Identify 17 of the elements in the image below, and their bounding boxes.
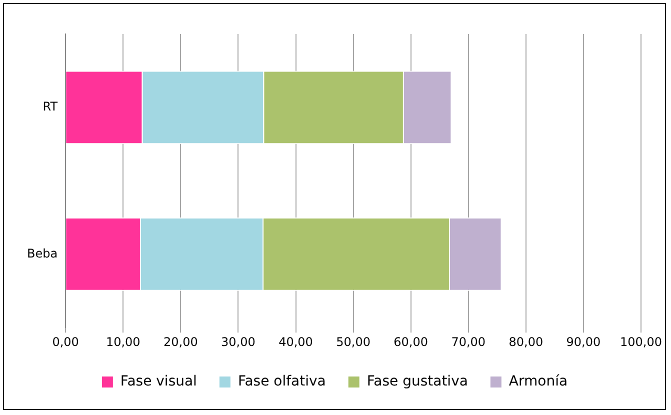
x-tick-label: 50,00 [336,334,370,349]
x-tick-label: 0,00 [52,334,79,349]
x-tick-label: 70,00 [451,334,486,349]
x-tick-label: 30,00 [221,334,256,349]
y-tick-label: Beba [26,246,58,260]
x-tick-label: 60,00 [394,334,428,349]
x-tick-label: 100,00 [620,334,662,349]
y-tick-label: RT [42,100,58,114]
x-tick-label: 10,00 [106,334,140,349]
legend-label: Fase olfativa [238,374,326,390]
legend-label: Fase gustativa [366,374,468,390]
legend-label: Armonía [508,374,568,390]
legend-label: Fase visual [120,374,197,390]
x-tick-label: 40,00 [278,334,313,349]
x-tick-label: 90,00 [566,334,601,349]
x-tick-label: 20,00 [163,334,198,349]
x-tick-label: 80,00 [508,334,544,349]
